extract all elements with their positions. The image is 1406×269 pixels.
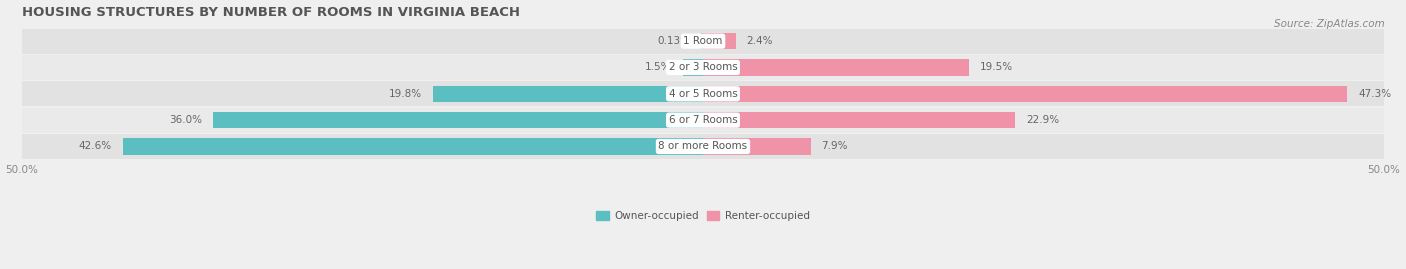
Bar: [703, 86, 1347, 102]
Bar: [433, 86, 703, 102]
Bar: [212, 112, 703, 128]
Legend: Owner-occupied, Renter-occupied: Owner-occupied, Renter-occupied: [592, 207, 814, 226]
Text: 6 or 7 Rooms: 6 or 7 Rooms: [669, 115, 737, 125]
Text: 4 or 5 Rooms: 4 or 5 Rooms: [669, 89, 737, 99]
Bar: [22, 29, 1384, 54]
Bar: [22, 134, 1384, 159]
Text: 1 Room: 1 Room: [683, 36, 723, 46]
Bar: [22, 108, 1384, 133]
Bar: [682, 59, 703, 76]
Bar: [22, 81, 1384, 106]
Bar: [703, 138, 811, 155]
Text: 19.8%: 19.8%: [389, 89, 422, 99]
Bar: [122, 138, 703, 155]
Text: 1.5%: 1.5%: [645, 62, 672, 72]
Text: 2.4%: 2.4%: [747, 36, 773, 46]
Text: 2 or 3 Rooms: 2 or 3 Rooms: [669, 62, 737, 72]
Bar: [702, 33, 703, 49]
Text: 42.6%: 42.6%: [79, 141, 112, 151]
Text: 36.0%: 36.0%: [169, 115, 202, 125]
Text: 0.13%: 0.13%: [658, 36, 690, 46]
Bar: [22, 55, 1384, 80]
Text: 22.9%: 22.9%: [1026, 115, 1059, 125]
Text: 7.9%: 7.9%: [821, 141, 848, 151]
Text: 8 or more Rooms: 8 or more Rooms: [658, 141, 748, 151]
Text: HOUSING STRUCTURES BY NUMBER OF ROOMS IN VIRGINIA BEACH: HOUSING STRUCTURES BY NUMBER OF ROOMS IN…: [22, 6, 520, 19]
Text: 19.5%: 19.5%: [980, 62, 1012, 72]
Bar: [703, 112, 1015, 128]
Bar: [703, 33, 735, 49]
Text: 47.3%: 47.3%: [1358, 89, 1392, 99]
Bar: [703, 59, 969, 76]
Text: Source: ZipAtlas.com: Source: ZipAtlas.com: [1274, 19, 1385, 29]
